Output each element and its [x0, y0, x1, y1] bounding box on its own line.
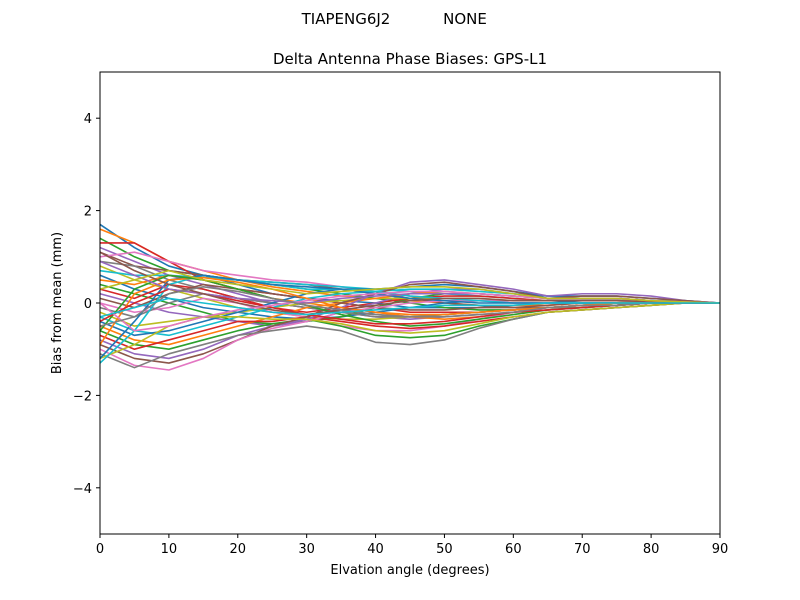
series-line-39	[99, 269, 721, 304]
series-line-38	[99, 286, 720, 327]
suptitle-right: NONE	[443, 10, 487, 28]
series-line-36	[99, 251, 720, 316]
y-axis-ticks: −4 −2 0 2 4	[73, 112, 100, 497]
x-tick-label: 0	[96, 542, 104, 557]
series-line-40	[99, 297, 720, 318]
x-tick-label: 10	[161, 542, 178, 557]
y-tick-label: −2	[73, 389, 92, 404]
series-layer	[99, 223, 721, 371]
x-tick-label: 80	[643, 542, 660, 557]
x-axis-label: Elvation angle (degrees)	[330, 563, 489, 578]
series-line-26	[99, 281, 721, 364]
x-tick-label: 20	[230, 542, 247, 557]
x-tick-label: 40	[367, 542, 384, 557]
y-axis-label: Bias from mean (mm)	[50, 232, 65, 374]
x-tick-label: 70	[574, 542, 591, 557]
y-tick-label: −4	[73, 482, 92, 497]
y-tick-label: 0	[84, 297, 92, 312]
x-tick-label: 30	[298, 542, 315, 557]
y-tick-label: 2	[84, 205, 92, 220]
x-axis-ticks: 0 10 20 30 40 50 60 70 80 90	[96, 534, 728, 557]
x-tick-label: 60	[505, 542, 522, 557]
x-tick-label: 50	[436, 542, 453, 557]
x-tick-label: 90	[712, 542, 729, 557]
chart-title: Delta Antenna Phase Biases: GPS-L1	[273, 50, 547, 68]
suptitle-left: TIAPENG6J2	[301, 10, 391, 28]
y-tick-label: 4	[84, 112, 92, 127]
series-line-25	[99, 279, 721, 360]
